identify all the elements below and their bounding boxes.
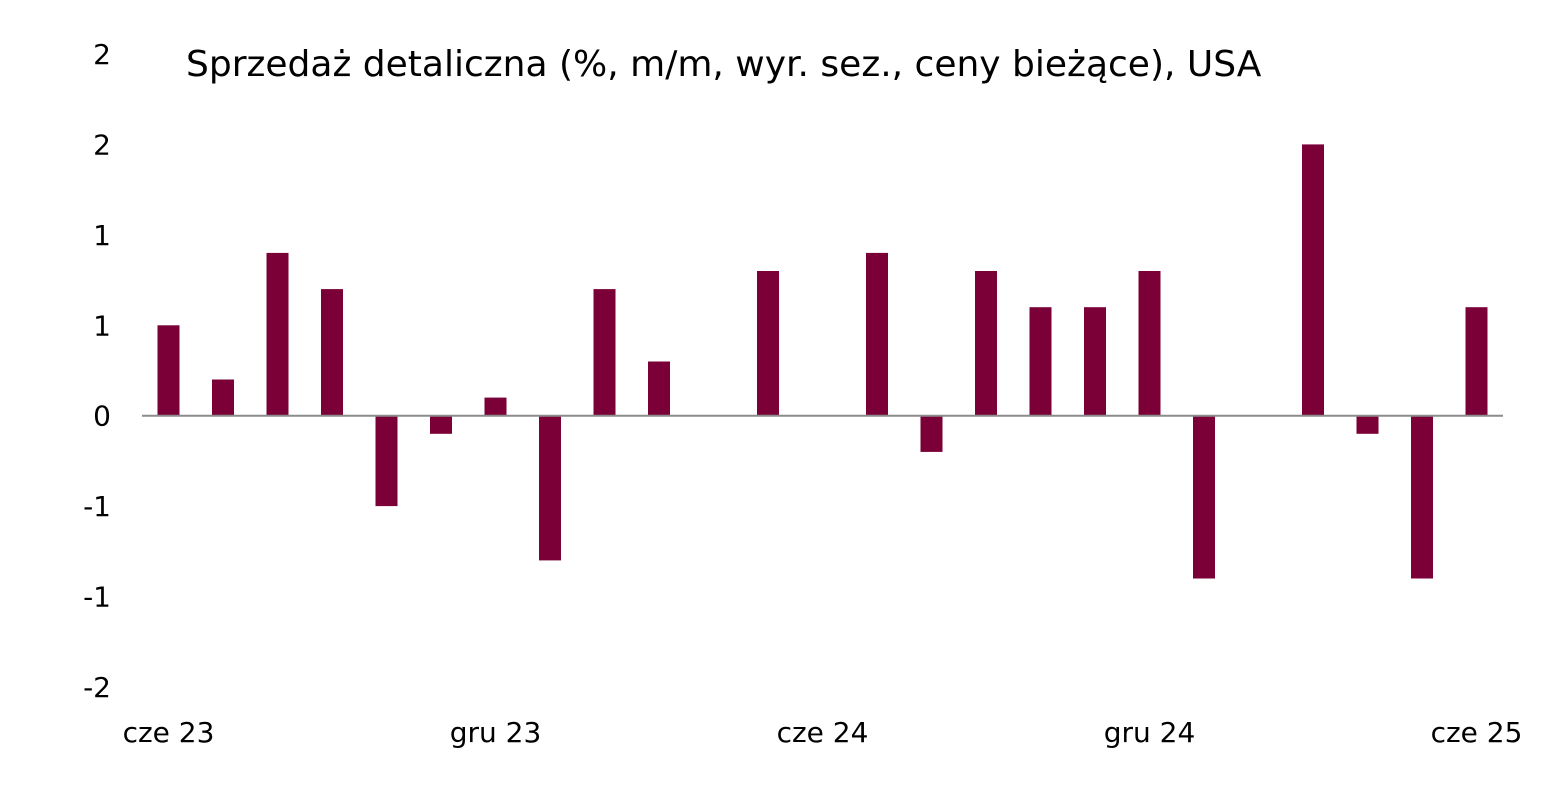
bar-mar-25 [1302,144,1324,416]
bar-cze-23 [157,325,180,416]
bar-gru-23 [484,397,507,416]
bars-layer [157,144,1488,579]
y-tick-label: 1 [93,309,111,342]
x-tick-label: gru 23 [450,716,542,749]
bar-sie-23 [266,252,289,416]
x-tick-label: gru 24 [1104,716,1196,749]
bar-sty-24 [539,415,561,561]
bar-lut-24 [593,289,616,416]
bar-lip-23 [212,379,234,416]
bar-maj-25 [1411,415,1433,579]
x-tick-label: cze 25 [1431,716,1523,749]
y-tick-label: -2 [83,671,111,704]
bar-gru-24 [1138,271,1161,416]
bar-wrz-23 [321,289,343,416]
y-tick-label: -1 [83,490,111,523]
bar-mar-24 [648,361,670,416]
y-axis-ticks: -2 -1 -1 0 1 1 2 2 [83,38,111,704]
bar-lis-23 [430,415,452,434]
y-tick-label: 1 [93,219,111,252]
bar-maj-24 [757,271,779,416]
x-axis-ticks: cze 23 gru 23 cze 24 gru 24 cze 25 [123,716,1523,749]
chart-title: Sprzedaż detaliczna (%, m/m, wyr. sez., … [186,44,1262,85]
y-tick-label: 0 [93,400,111,433]
y-tick-label: 2 [93,38,111,71]
bar-cze-25 [1465,307,1488,416]
bar-wrz-24 [975,271,997,416]
bar-lis-24 [1084,307,1106,416]
x-tick-label: cze 23 [123,716,215,749]
bar-paź-24 [1029,307,1052,416]
bar-kwi-25 [1356,415,1379,434]
x-tick-label: cze 24 [777,716,869,749]
y-tick-label: -1 [83,581,111,614]
bar-lip-24 [866,252,888,416]
bar-sty-25 [1193,415,1215,579]
y-tick-label: 2 [93,128,111,161]
bar-paź-23 [375,415,398,507]
bar-sie-24 [920,415,943,452]
